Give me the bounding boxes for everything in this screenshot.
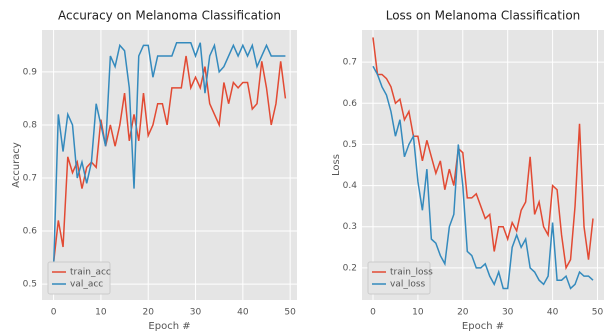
x-tick-label: 40 <box>237 308 249 318</box>
y-tick-label: 0.7 <box>23 173 37 183</box>
y-tick-label: 0.5 <box>343 140 357 150</box>
x-tick-label: 40 <box>547 308 559 318</box>
x-tick-label: 0 <box>51 308 57 318</box>
y-axis-label: Loss <box>331 154 342 176</box>
x-axis-label: Epoch # <box>148 321 190 332</box>
y-tick-label: 0.6 <box>23 227 38 237</box>
x-tick-label: 20 <box>142 308 154 318</box>
x-tick-label: 30 <box>502 308 514 318</box>
legend-label: val_loss <box>390 280 426 290</box>
y-tick-label: 0.6 <box>343 99 358 109</box>
line-series <box>52 41 286 269</box>
plot-area <box>42 30 297 300</box>
x-tick-label: 0 <box>370 308 376 318</box>
x-tick-label: 20 <box>457 308 469 318</box>
plot-area <box>362 30 604 300</box>
line-series <box>52 55 287 263</box>
y-tick-label: 0.7 <box>343 58 357 68</box>
y-axis-label: Accuracy <box>11 142 22 188</box>
x-tick-label: 30 <box>190 308 202 318</box>
legend-label: train_loss <box>390 268 433 278</box>
chart-title: Accuracy on Melanoma Classification <box>58 9 281 23</box>
legend-box <box>47 261 111 295</box>
y-tick-label: 0.4 <box>343 181 358 191</box>
chart-title: Loss on Melanoma Classification <box>386 9 581 23</box>
y-tick-label: 0.2 <box>343 263 357 273</box>
y-tick-label: 0.9 <box>23 67 38 77</box>
legend-box <box>367 261 431 295</box>
y-tick-label: 0.3 <box>343 222 357 232</box>
y-tick-label: 0.5 <box>23 280 37 290</box>
x-tick-label: 50 <box>592 308 604 318</box>
x-tick-label: 50 <box>284 308 296 318</box>
x-axis-label: Epoch # <box>462 321 504 332</box>
line-series <box>372 37 594 271</box>
legend-label: val_acc <box>70 280 103 290</box>
legend-label: train_acc <box>70 268 111 278</box>
line-series <box>372 65 594 290</box>
x-tick-label: 10 <box>95 308 107 318</box>
x-tick-label: 10 <box>412 308 424 318</box>
y-tick-label: 0.8 <box>23 120 38 130</box>
